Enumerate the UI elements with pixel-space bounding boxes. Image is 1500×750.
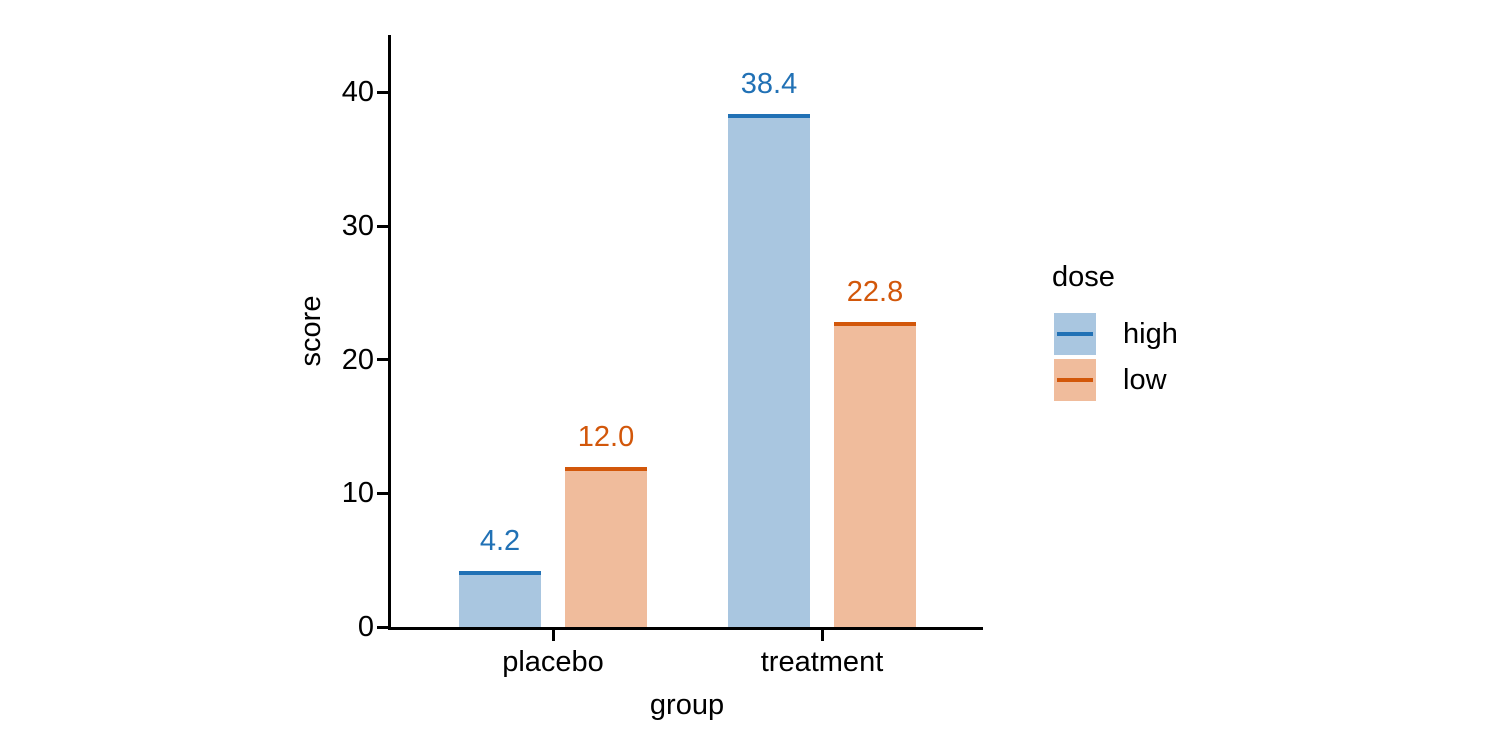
bar-value-label: 4.2 bbox=[479, 524, 521, 557]
legend-label-high: high bbox=[1123, 318, 1178, 350]
y-axis-title: score bbox=[295, 295, 327, 367]
x-tick bbox=[551, 630, 555, 641]
bar-treatment-low bbox=[834, 322, 916, 627]
y-tick-label: 10 bbox=[341, 477, 374, 510]
y-tick-label: 0 bbox=[357, 611, 374, 643]
y-tick bbox=[377, 358, 388, 362]
bar-placebo-low bbox=[565, 466, 647, 627]
y-tick bbox=[377, 625, 388, 629]
y-tick bbox=[377, 224, 388, 228]
y-tick-label: 40 bbox=[341, 76, 374, 109]
legend-swatch-line bbox=[1057, 332, 1093, 336]
bar-placebo-high bbox=[459, 570, 541, 627]
legend: dose high low bbox=[1052, 260, 1272, 410]
legend-label-low: low bbox=[1123, 364, 1167, 396]
bar-value-label: 22.8 bbox=[846, 276, 904, 309]
x-axis-title: group bbox=[649, 689, 725, 721]
x-axis-spine bbox=[388, 627, 983, 630]
y-tick bbox=[377, 491, 388, 495]
y-axis-spine bbox=[388, 35, 391, 630]
x-tick bbox=[820, 630, 824, 641]
y-tick bbox=[377, 90, 388, 94]
bar-value-label: 12.0 bbox=[577, 420, 635, 453]
y-tick-label: 20 bbox=[341, 343, 374, 376]
bar-value-label: 38.4 bbox=[740, 67, 798, 100]
legend-swatch-high bbox=[1054, 313, 1096, 355]
legend-swatch-low bbox=[1054, 359, 1096, 401]
x-tick-label: placebo bbox=[502, 646, 604, 678]
y-tick-label: 30 bbox=[341, 210, 374, 243]
legend-swatch-line bbox=[1057, 378, 1093, 382]
legend-title: dose bbox=[1052, 261, 1115, 293]
bar-treatment-high bbox=[728, 113, 810, 627]
x-tick-label: treatment bbox=[760, 646, 884, 678]
